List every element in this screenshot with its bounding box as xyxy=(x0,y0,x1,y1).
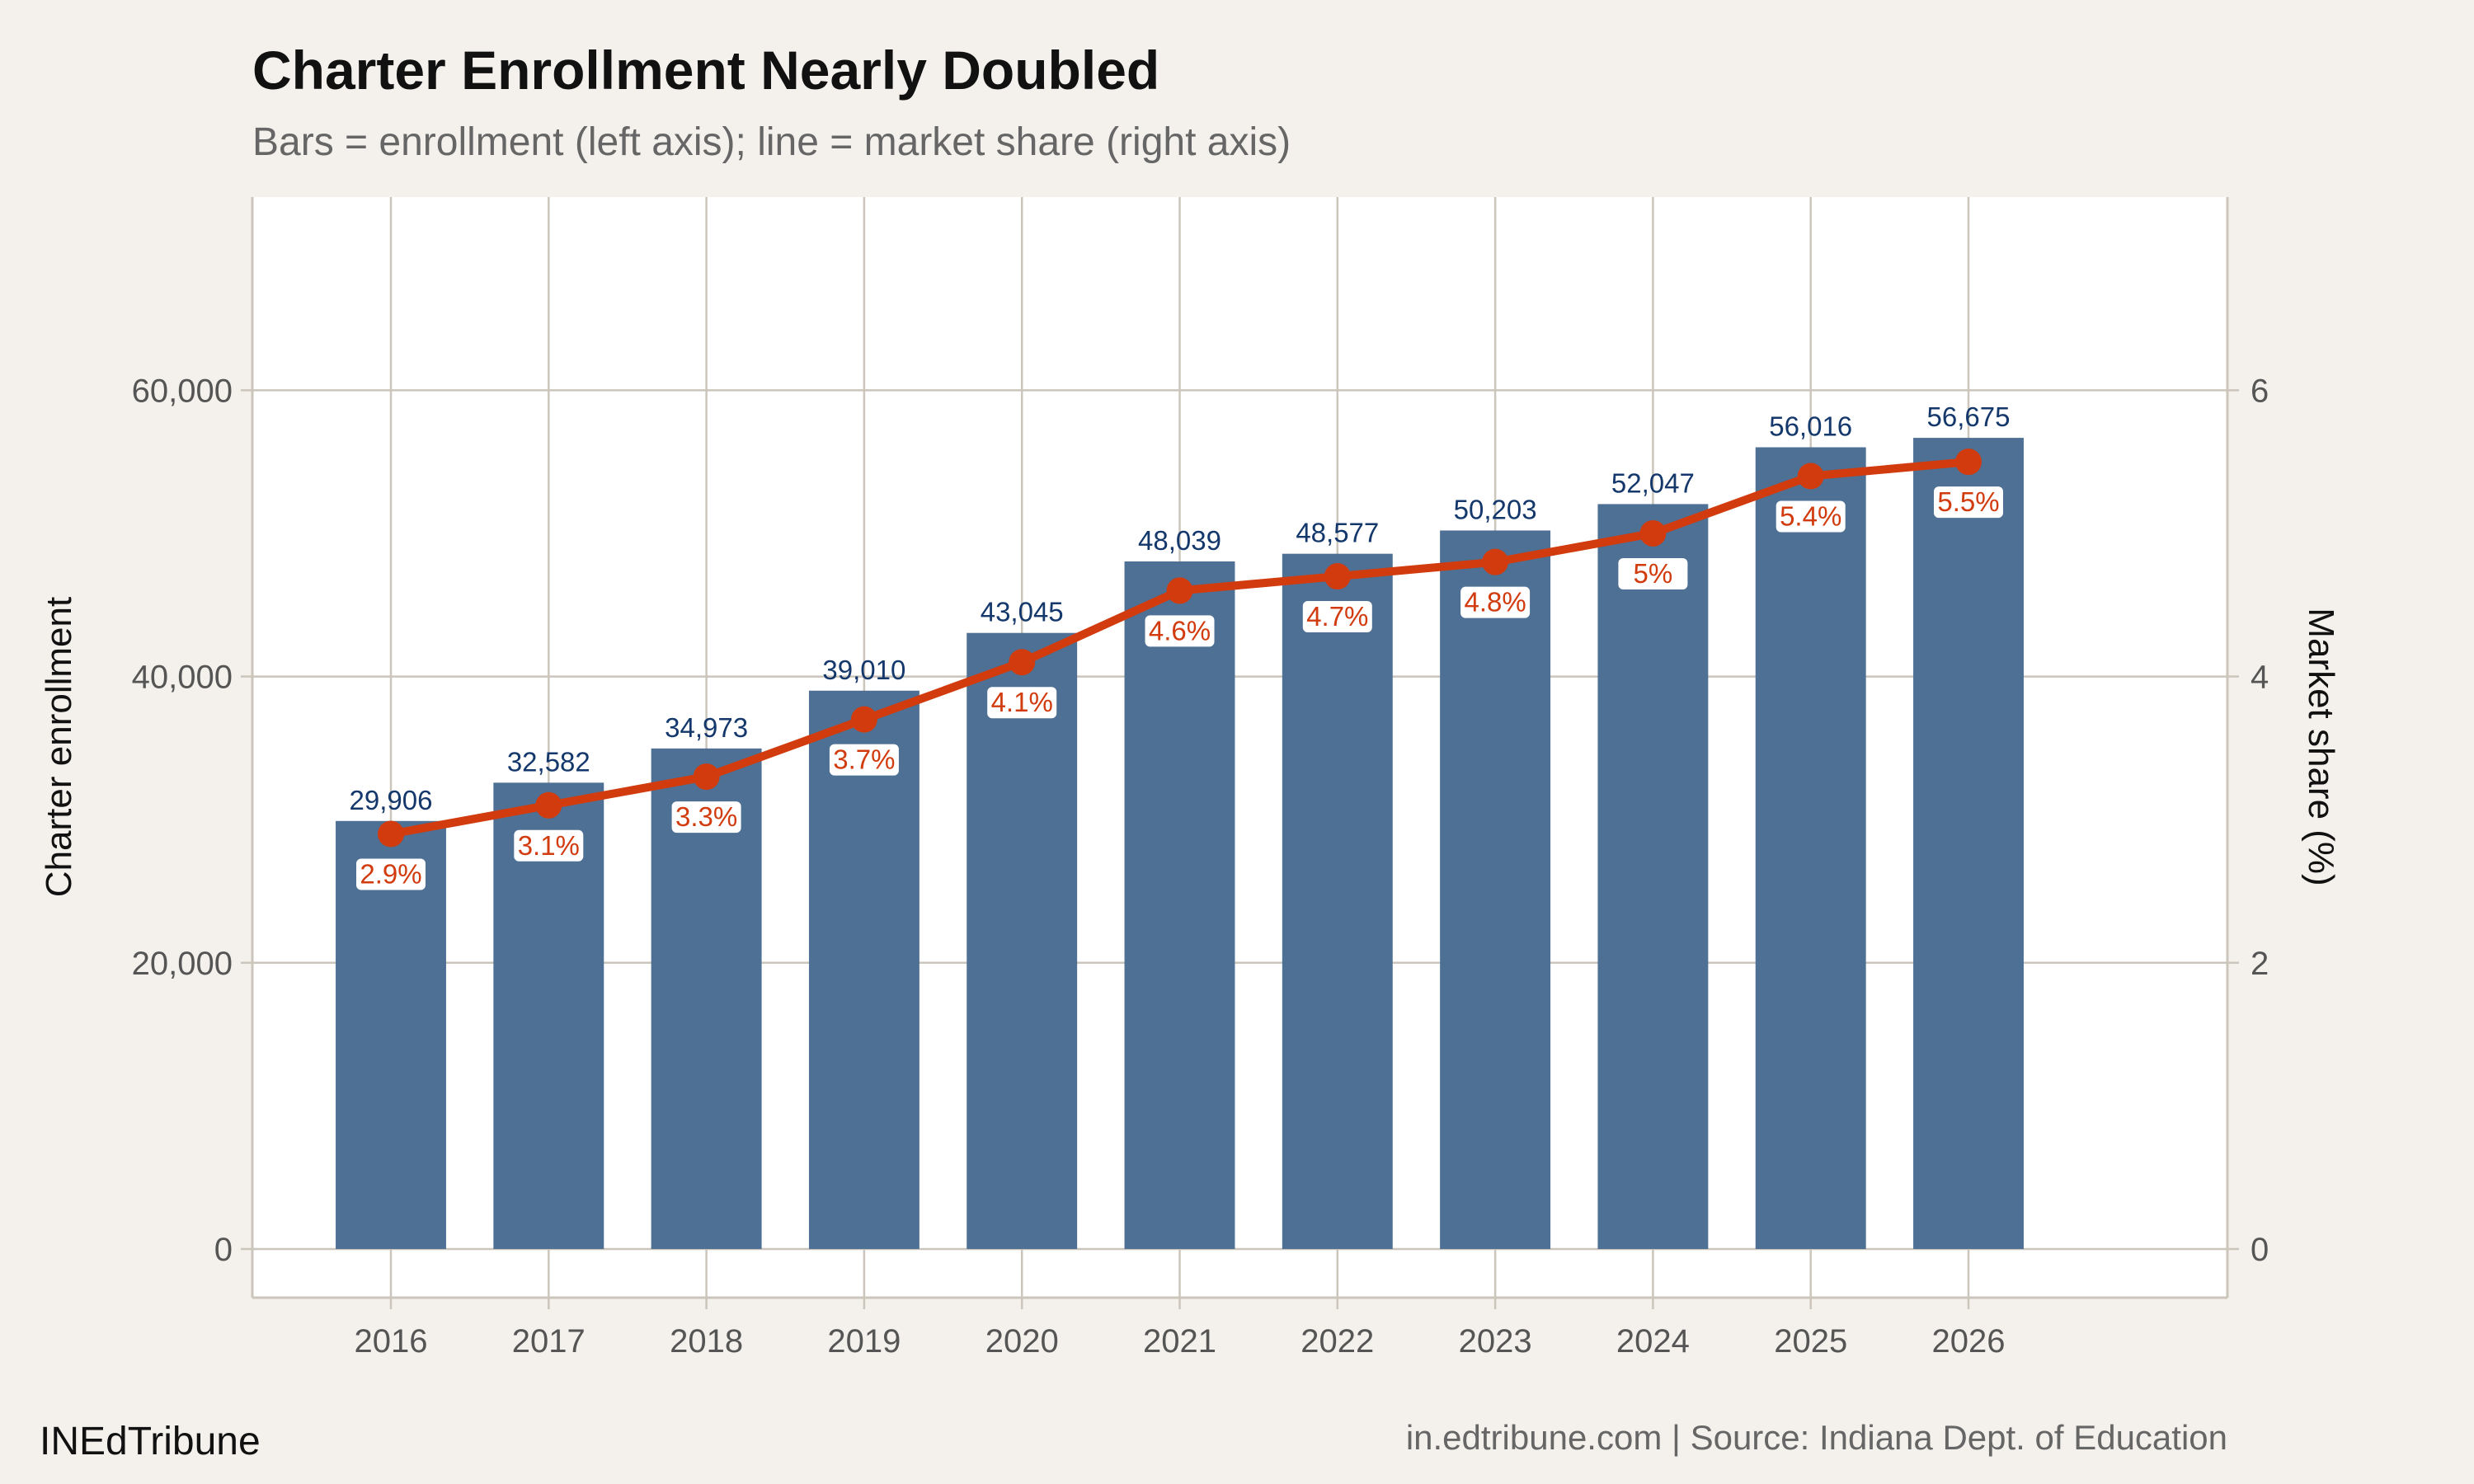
share-point-2023 xyxy=(1482,548,1509,575)
bar-2026 xyxy=(1913,438,2024,1249)
bar-2024 xyxy=(1597,504,1709,1249)
share-value-label: 3.1% xyxy=(518,830,580,861)
share-label-backing xyxy=(829,744,899,776)
share-point-2017 xyxy=(535,791,562,819)
bar-2022 xyxy=(1282,553,1393,1249)
share-point-2018 xyxy=(693,763,720,791)
share-point-2021 xyxy=(1166,577,1193,604)
market-share-line xyxy=(378,448,1982,848)
bar-value-label: 48,039 xyxy=(1138,525,1221,556)
bar-2020 xyxy=(967,632,1078,1249)
bar-value-label: 56,016 xyxy=(1769,411,1852,442)
y-tick-label: 60,000 xyxy=(132,373,233,409)
y-axis-title: Charter enrollment xyxy=(39,597,79,897)
bar-value-label: 48,577 xyxy=(1296,518,1379,548)
x-tick-label: 2017 xyxy=(512,1323,586,1360)
bar-2023 xyxy=(1440,530,1551,1249)
share-value-label: 3.7% xyxy=(833,744,895,775)
share-point-2024 xyxy=(1639,519,1667,547)
y2-tick-label: 0 xyxy=(2251,1232,2269,1268)
y-tick-label: 0 xyxy=(214,1232,233,1268)
x-tick-label: 2018 xyxy=(670,1323,743,1360)
chart-title: Charter Enrollment Nearly Doubled xyxy=(252,40,1159,101)
x-tick-label: 2021 xyxy=(1143,1323,1216,1360)
footer-brand: INEdTribune xyxy=(40,1420,261,1463)
share-point-2026 xyxy=(1955,448,1982,476)
bar-value-label: 56,675 xyxy=(1927,402,2011,432)
share-label-backing xyxy=(1145,615,1215,647)
share-point-2020 xyxy=(1009,649,1036,676)
bar-2025 xyxy=(1755,447,1866,1249)
x-tick-label: 2026 xyxy=(1932,1323,2006,1360)
share-point-2016 xyxy=(378,820,404,848)
share-label-backing xyxy=(514,829,584,862)
footer-source: in.edtribune.com | Source: Indiana Dept.… xyxy=(1406,1418,2227,1457)
bar-value-label: 32,582 xyxy=(507,746,590,777)
bar-value-label: 29,906 xyxy=(350,785,433,815)
bar-2021 xyxy=(1124,561,1235,1249)
share-value-label: 4.8% xyxy=(1464,587,1526,618)
share-label-backing xyxy=(356,858,426,890)
axes: 0 20,000 40,000 60,000 0 2 4 6 2016 2017 2018 2019 2… xyxy=(132,197,2269,1360)
y-tick-label: 40,000 xyxy=(132,660,233,696)
share-value-label: 5.5% xyxy=(1937,486,1999,517)
share-label-backing xyxy=(1618,557,1688,589)
bar-value-label: 50,203 xyxy=(1454,494,1537,524)
share-label-backing xyxy=(1302,601,1372,633)
x-tick-label: 2023 xyxy=(1459,1323,1532,1360)
share-value-label: 4.7% xyxy=(1306,601,1368,632)
y2-axis-title: Market share (%) xyxy=(2301,608,2341,885)
share-value-label: 2.9% xyxy=(360,859,421,890)
share-label-backing xyxy=(671,801,741,834)
bar-value-label: 52,047 xyxy=(1611,467,1695,498)
share-value-label: 4.6% xyxy=(1149,615,1211,646)
share-label-backing xyxy=(1460,586,1531,618)
x-tick-label: 2016 xyxy=(355,1323,428,1360)
bar-value-label: 34,973 xyxy=(665,712,748,743)
bar-value-label: 39,010 xyxy=(822,655,905,685)
share-point-2019 xyxy=(850,706,877,733)
bars xyxy=(336,438,2024,1249)
share-value-label: 4.1% xyxy=(991,687,1053,717)
share-value-label: 3.3% xyxy=(675,801,737,832)
share-point-2025 xyxy=(1797,463,1824,490)
bar-value-label: 43,045 xyxy=(981,597,1064,627)
share-point-2022 xyxy=(1324,563,1351,590)
share-label-backing xyxy=(1776,500,1846,533)
y2-tick-label: 6 xyxy=(2251,373,2269,409)
share-label-backing xyxy=(987,687,1057,719)
x-tick-label: 2024 xyxy=(1616,1323,1690,1360)
y2-tick-label: 2 xyxy=(2251,946,2269,982)
x-tick-label: 2022 xyxy=(1300,1323,1374,1360)
x-tick-label: 2020 xyxy=(985,1323,1059,1360)
share-value-label: 5% xyxy=(1634,558,1673,589)
data-labels: 29,906 32,582 34,973 39,010 43,045 48,039 48,5… xyxy=(350,402,2011,890)
x-tick-label: 2025 xyxy=(1774,1323,1847,1360)
chart-subtitle: Bars = enrollment (left axis); line = ma… xyxy=(252,120,1291,164)
y-tick-label: 20,000 xyxy=(132,946,233,982)
share-label-backing xyxy=(1934,486,2003,519)
bar-2016 xyxy=(336,820,446,1249)
y2-tick-label: 4 xyxy=(2251,660,2269,696)
share-value-label: 5.4% xyxy=(1780,501,1841,532)
x-tick-label: 2019 xyxy=(827,1323,901,1360)
bar-2019 xyxy=(808,690,920,1249)
